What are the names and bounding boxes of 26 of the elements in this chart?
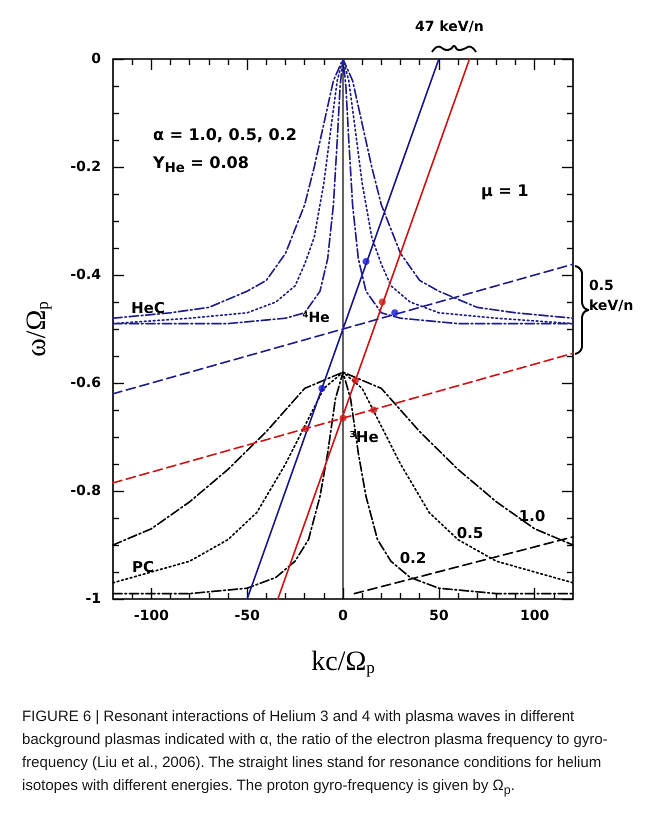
- annotation: Y$_{He}$ = 0.08: [153, 153, 249, 176]
- x-tick-label: 100: [520, 608, 550, 624]
- annotation: ³He: [349, 428, 379, 446]
- x-axis-title: kc/Ωp: [311, 646, 375, 677]
- annotation: α = 1.0, 0.5, 0.2: [153, 125, 297, 144]
- x-tick-label: 0: [338, 608, 348, 624]
- annotation: 0.2: [400, 549, 426, 567]
- annotation: ⁴He: [302, 310, 330, 326]
- y-tick-label: 0: [91, 51, 102, 67]
- x-tick-label: -50: [234, 608, 260, 624]
- y-axis-title: ω/Ωp: [21, 301, 52, 357]
- y-tick-label: -1: [85, 591, 101, 607]
- y-tick-label: -0.2: [70, 159, 101, 175]
- text: 0.5 keV/n: [589, 277, 634, 316]
- annotation: 0.5: [456, 524, 484, 542]
- annotation: HeC: [131, 299, 165, 317]
- x-tick-label: 50: [429, 608, 449, 624]
- annotation: μ = 1: [481, 181, 528, 200]
- caption: FIGURE 6 | Resonant interactions of Helium 3 and 4 with plasma waves in different background plasmas indicated with α, the ratio of the electron plasma frequency to gyro-frequency (Liu et al., 2006). The straight lines stand for resonance conditions for helium isotopes with different energies. The proton gyro-frequency is given by Ω$_{p}$.: [22, 707, 609, 799]
- annotation: PC: [132, 558, 154, 576]
- annotation: 1.0: [518, 507, 546, 525]
- y-tick-label: -0.8: [70, 483, 101, 499]
- y-tick-label: -0.4: [70, 267, 102, 283]
- text: 47 keV/n: [415, 19, 484, 35]
- y-tick-label: -0.6: [70, 375, 101, 391]
- x-tick-label: -100: [134, 608, 170, 624]
